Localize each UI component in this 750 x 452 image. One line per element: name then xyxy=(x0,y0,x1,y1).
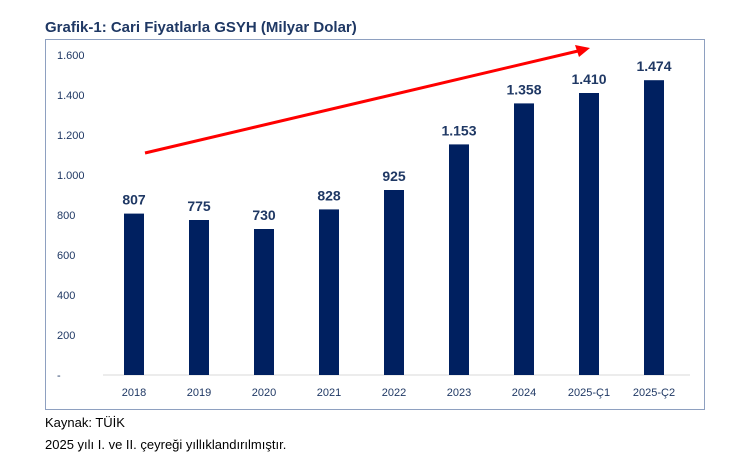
bar xyxy=(254,229,274,375)
y-tick-label: 200 xyxy=(57,330,75,342)
x-tick-label: 2019 xyxy=(187,387,211,399)
footnote: 2025 yılı I. ve II. çeyreği yıllıklandır… xyxy=(45,437,287,452)
data-label: 1.358 xyxy=(506,81,541,97)
source-note: Kaynak: TÜİK xyxy=(45,415,125,430)
bar xyxy=(579,93,599,375)
bar xyxy=(514,103,534,376)
x-tick-label: 2023 xyxy=(447,387,471,399)
data-label: 807 xyxy=(122,192,146,208)
x-tick-label: 2020 xyxy=(252,387,276,399)
data-label: 1.474 xyxy=(636,58,671,74)
data-label: 828 xyxy=(317,187,341,203)
bar xyxy=(384,190,404,375)
bar xyxy=(319,209,339,375)
trend-arrow-line xyxy=(144,49,579,155)
x-tick-label: 2018 xyxy=(122,387,146,399)
x-tick-label: 2025-Ç1 xyxy=(568,387,610,399)
data-label: 1.410 xyxy=(571,71,606,87)
chart-title: Grafik-1: Cari Fiyatlarla GSYH (Milyar D… xyxy=(45,19,357,36)
bar xyxy=(124,213,144,375)
bar xyxy=(449,144,469,375)
data-label: 1.153 xyxy=(441,122,476,138)
data-label: 730 xyxy=(252,207,276,223)
y-tick-label: - xyxy=(57,370,61,382)
x-tick-label: 2021 xyxy=(317,387,341,399)
y-tick-label: 800 xyxy=(57,210,75,222)
chart-frame xyxy=(45,39,705,410)
x-tick-label: 2024 xyxy=(512,387,536,399)
y-tick-label: 1.000 xyxy=(57,170,85,182)
bar xyxy=(189,220,209,375)
trend-arrow-head xyxy=(575,45,590,57)
data-label: 775 xyxy=(187,198,211,214)
y-tick-label: 1.400 xyxy=(57,90,85,102)
data-label: 925 xyxy=(382,168,406,184)
y-tick-label: 600 xyxy=(57,250,75,262)
y-tick-label: 1.600 xyxy=(57,50,85,62)
x-tick-label: 2025-Ç2 xyxy=(633,387,675,399)
x-tick-label: 2022 xyxy=(382,387,406,399)
y-tick-label: 1.200 xyxy=(57,130,85,142)
bar xyxy=(644,80,664,375)
y-tick-label: 400 xyxy=(57,290,75,302)
